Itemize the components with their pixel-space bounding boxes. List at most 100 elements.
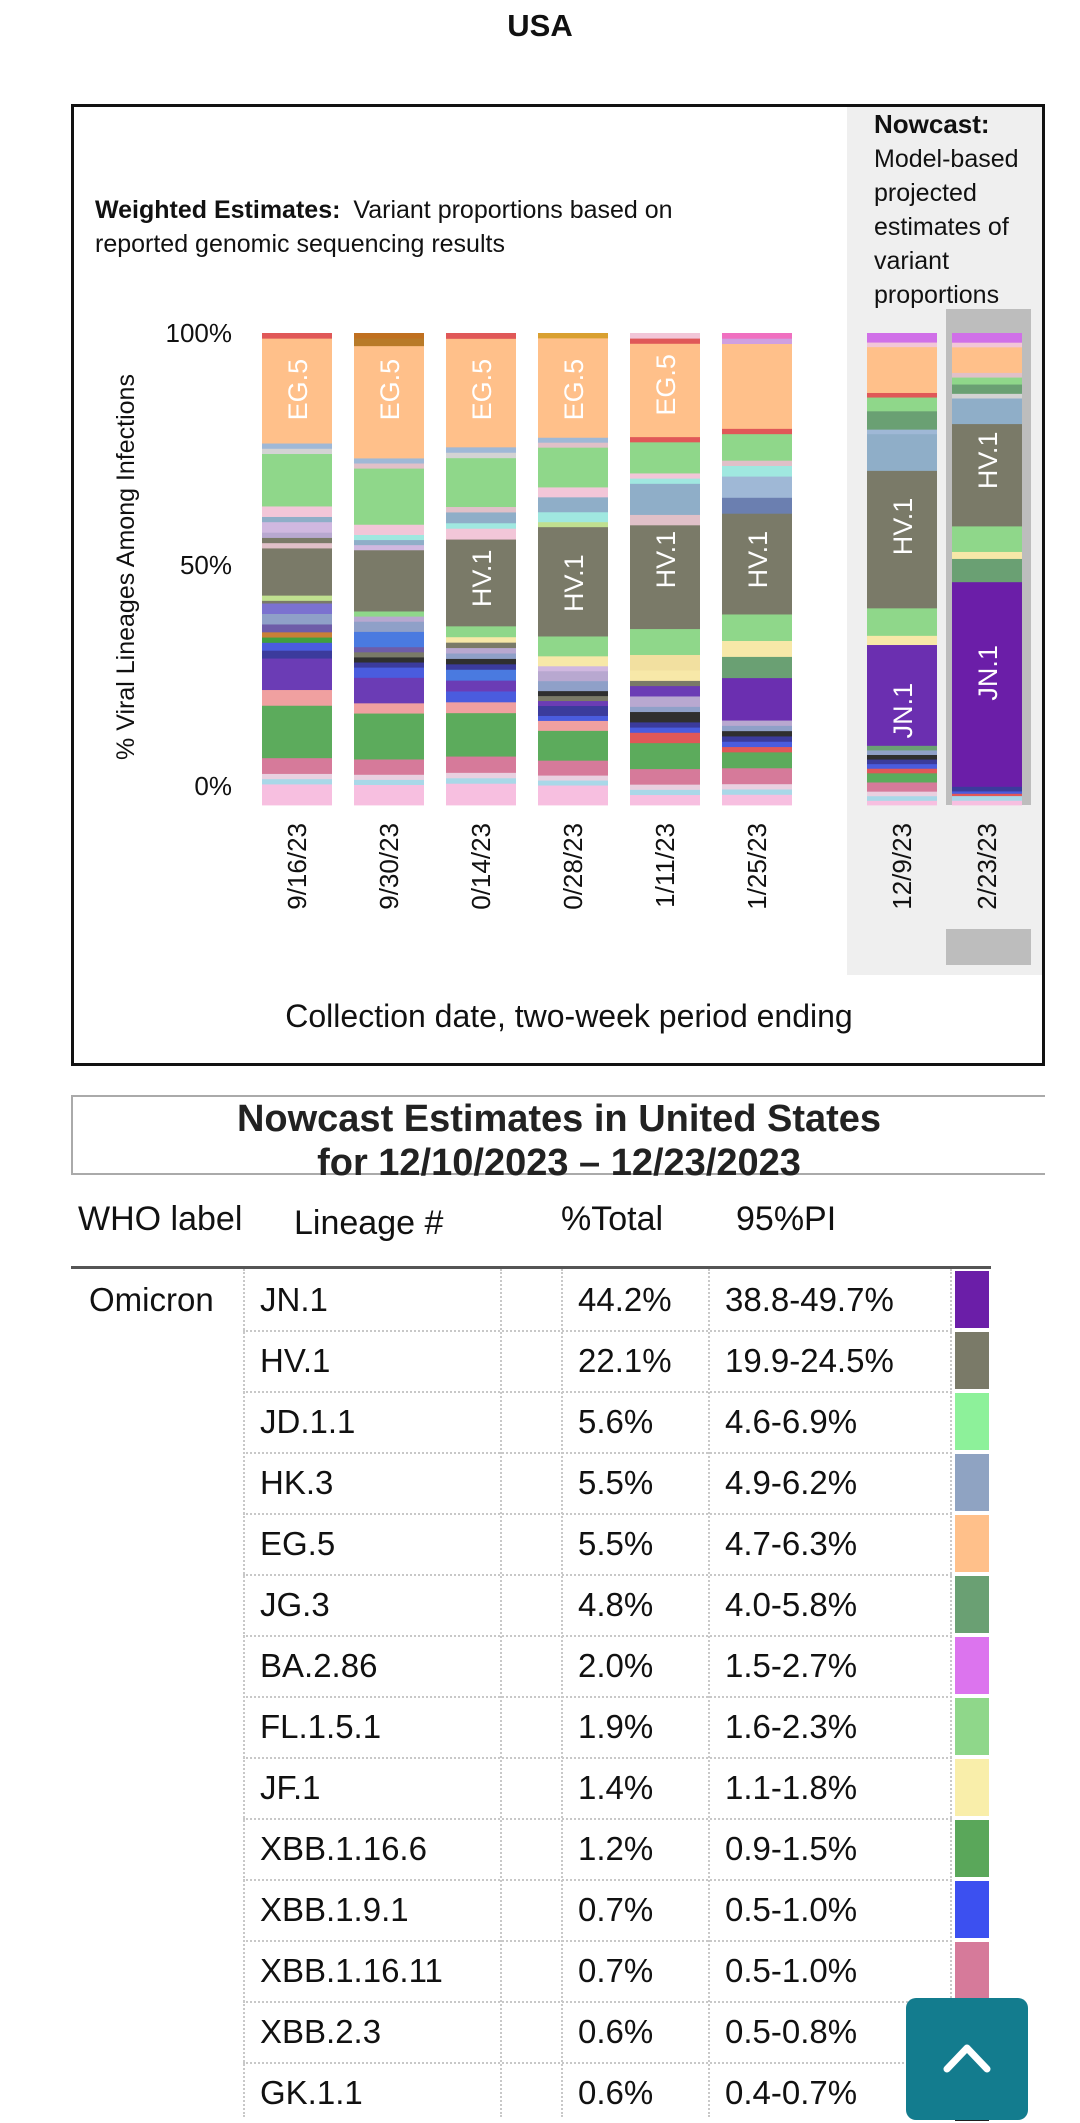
bar-segment <box>630 742 700 770</box>
bar-segment <box>867 433 937 471</box>
bar-segment <box>722 465 792 477</box>
lineage-cell: JF.1 <box>260 1769 321 1806</box>
bar-segment <box>630 670 700 681</box>
row-divider <box>243 1391 952 1393</box>
bar-segment <box>630 338 700 344</box>
bar-segment <box>354 611 424 617</box>
bar-segment <box>867 772 937 783</box>
bar-segment <box>722 333 792 339</box>
bar-segment <box>354 702 424 714</box>
bar-segment <box>262 516 332 523</box>
bar-segment <box>262 642 332 651</box>
bar-segment <box>630 706 700 713</box>
bar-segment <box>538 437 608 443</box>
bar-segment <box>538 526 608 637</box>
lineage-cell: XBB.1.16.11 <box>260 1952 443 1989</box>
column-divider <box>243 1269 245 2117</box>
bar-segment <box>354 549 424 612</box>
lineage-cell: XBB.1.16.6 <box>260 1830 427 1867</box>
pi-cell: 4.7-6.3% <box>725 1525 858 1562</box>
table-row: JF.1 1.4% 1.1-1.8% <box>0 1757 1080 1818</box>
bar-segment <box>722 720 792 726</box>
bar-segment <box>538 636 608 657</box>
table-title-line-2: for 12/10/2023 – 12/23/2023 <box>317 1142 801 1184</box>
bar-segment <box>867 782 937 792</box>
segment-label: EG.5 <box>651 354 681 416</box>
bar-segment <box>354 759 424 775</box>
table-row: JD.1.1 5.6% 4.6-6.9% <box>0 1391 1080 1452</box>
scroll-to-top-button[interactable] <box>906 1998 1028 2120</box>
total-cell: 1.2% <box>578 1830 654 1867</box>
row-divider <box>243 1696 952 1698</box>
bar-segment <box>952 786 1022 792</box>
color-swatch <box>955 1271 989 1328</box>
lineage-cell: JD.1.1 <box>260 1403 356 1440</box>
total-cell: 0.6% <box>578 2074 654 2111</box>
bar-segment <box>630 436 700 443</box>
bar-segment <box>867 795 937 801</box>
bar-segment <box>630 685 700 697</box>
bar-segment <box>262 778 332 785</box>
bar-segment <box>867 745 937 751</box>
row-divider <box>243 1635 952 1637</box>
bar-segment <box>722 343 792 429</box>
bar-segment <box>354 524 424 535</box>
bar-segment <box>538 442 608 448</box>
bar-segment <box>262 784 332 806</box>
bar-segment <box>446 522 516 529</box>
header-total: %Total <box>561 1200 664 1238</box>
column-divider <box>500 1269 502 2117</box>
bar-segment <box>538 780 608 786</box>
color-swatch <box>955 1332 989 1389</box>
bar-segment <box>630 473 700 479</box>
bar-segment <box>354 784 424 806</box>
x-tick-label: 2/23/23 <box>972 823 1002 910</box>
bar-segment <box>538 700 608 707</box>
bar-segment <box>354 657 424 663</box>
bar-segment <box>722 460 792 466</box>
x-tick-label: 1/25/23 <box>742 823 772 910</box>
bar-segment <box>538 680 608 692</box>
bar-segment <box>722 433 792 461</box>
table-row: JG.3 4.8% 4.0-5.8% <box>0 1574 1080 1635</box>
lineage-cell: JN.1 <box>260 1281 328 1318</box>
bar-segment <box>722 614 792 641</box>
header-rule <box>71 1266 991 1269</box>
nowcast-heading-line: estimates of <box>874 213 1009 241</box>
table-row: HV.1 22.1% 19.9-24.5% <box>0 1330 1080 1391</box>
bar-segment <box>354 651 424 658</box>
bar-segment <box>446 642 516 649</box>
nowcast-heading-bold: Nowcast: <box>874 109 990 139</box>
bar-segment <box>722 794 792 806</box>
bar-segment <box>354 544 424 551</box>
weighted-heading-text-2: reported genomic sequencing results <box>95 230 505 258</box>
segment-label: HV.1 <box>467 550 497 608</box>
bar-segment <box>262 448 332 455</box>
bar-segment <box>446 701 516 714</box>
bar-segment <box>262 773 332 780</box>
bar-segment <box>262 521 332 533</box>
total-cell: 5.5% <box>578 1525 654 1562</box>
pi-cell: 4.9-6.2% <box>725 1464 858 1501</box>
page-title: USA <box>507 8 573 43</box>
row-divider <box>243 1330 952 1332</box>
bar-segment <box>722 783 792 790</box>
bar-segment <box>722 338 792 344</box>
bar-segment <box>354 667 424 678</box>
segment-label: HV.1 <box>888 498 918 556</box>
segment-label: EG.5 <box>375 359 405 421</box>
bar-segment <box>722 476 792 498</box>
header-lineage: Lineage # <box>294 1204 444 1242</box>
bar-segment <box>867 635 937 646</box>
bar-segment <box>262 333 332 339</box>
bar-segment <box>446 528 516 540</box>
bar-segment <box>952 800 1022 806</box>
bar-segment <box>262 613 332 625</box>
bar-segment <box>262 603 332 614</box>
bar-segment <box>262 537 332 544</box>
row-divider <box>243 1879 952 1881</box>
row-divider <box>243 1452 952 1454</box>
bar-segment <box>867 346 937 393</box>
bar-segment <box>446 663 516 670</box>
bar-segment <box>446 658 516 665</box>
